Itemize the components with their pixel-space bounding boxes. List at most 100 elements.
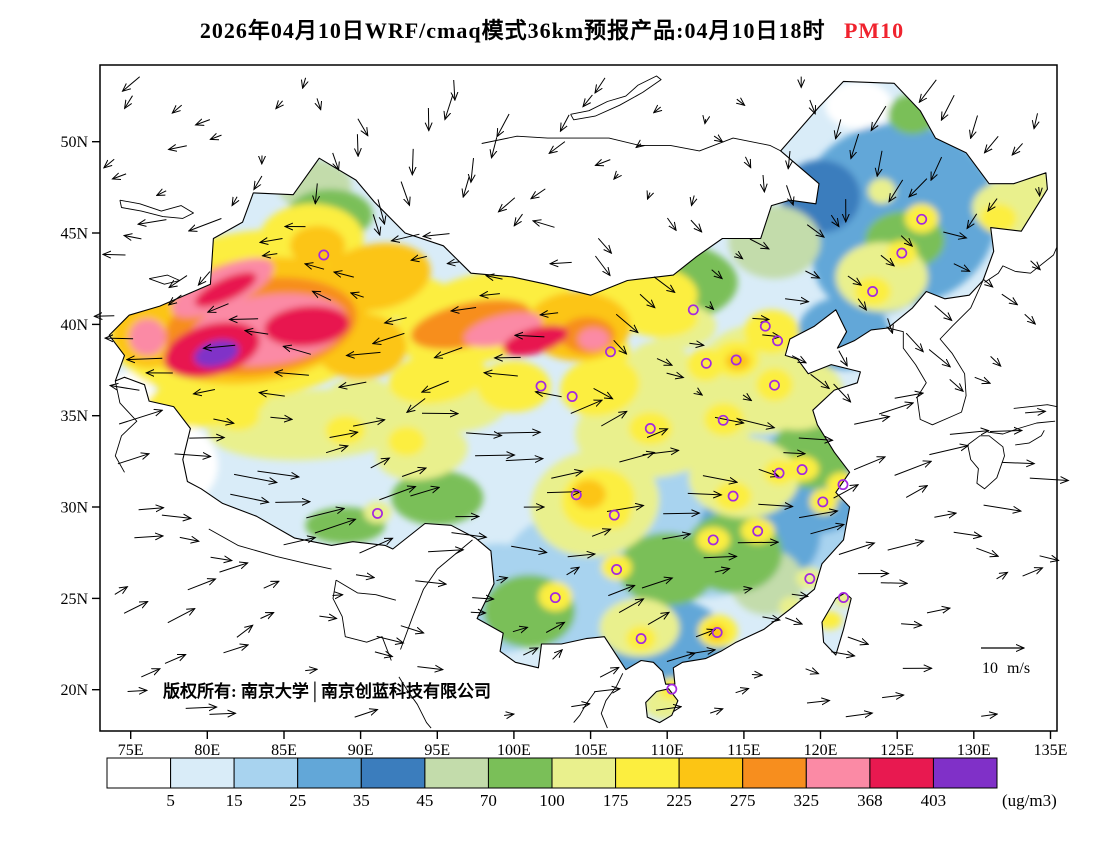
wind-vector (169, 275, 188, 288)
wind-vector (400, 181, 409, 206)
wind-vector (666, 217, 676, 230)
wind-vector (833, 485, 859, 499)
wind-vector (263, 581, 279, 589)
wind-vector (204, 345, 236, 348)
pm10-contour-blob (625, 340, 694, 400)
pm10-contour-blob (129, 318, 166, 356)
wind-vector (379, 487, 415, 501)
wind-vector (847, 636, 869, 644)
wind-vector (495, 357, 521, 358)
wind-vector (353, 420, 385, 427)
wind-vector (422, 380, 449, 392)
colorbar-segment (932, 757, 998, 789)
wind-vector (687, 493, 722, 495)
pm10-contour-blob (325, 415, 366, 445)
wind-vector (306, 508, 344, 519)
wind-vector (445, 94, 454, 120)
issyk-kul-outline (148, 274, 181, 285)
city-station-marker (570, 489, 582, 501)
wind-vector (263, 254, 278, 256)
pm10-contour-blob (696, 527, 731, 553)
lat-tick-label: 25N (60, 591, 88, 608)
colorbar-tick-label: 403 (921, 791, 947, 810)
wind-vector (376, 635, 404, 643)
wind-vector (810, 373, 830, 388)
wind-vector (189, 438, 224, 439)
wind-vector (613, 339, 627, 354)
wind-vector (571, 704, 589, 707)
wind-vector (234, 473, 277, 482)
lake-balkhash-outline (119, 199, 194, 219)
wind-vector (854, 417, 889, 425)
city-station-marker (717, 414, 729, 426)
wind-vector (357, 134, 358, 156)
wind-vector (551, 471, 582, 479)
wind-vector (928, 349, 950, 367)
wind-vector (540, 313, 559, 315)
colorbar-tick-label: 368 (857, 791, 883, 810)
wind-vector (164, 655, 186, 664)
wind-vector (167, 609, 195, 624)
wind-vector (597, 237, 611, 253)
india-myanmar-border (400, 539, 473, 650)
wind-vector (125, 95, 133, 109)
wind-vector (303, 77, 306, 88)
wind-vector (536, 392, 562, 398)
pm10-contour-blob (391, 470, 484, 526)
colorbar-segment (297, 757, 362, 789)
wind-vector (351, 293, 364, 297)
wind-vector (847, 275, 861, 285)
wind-vector (836, 119, 841, 138)
vietnam-coastline (600, 673, 624, 729)
wind-vector (967, 213, 978, 229)
wind-vector (710, 709, 723, 713)
pm10-contour-blob (904, 203, 939, 233)
wind-vector (976, 547, 998, 556)
wind-vector (595, 77, 606, 93)
wind-vector (926, 608, 950, 613)
kashmir-border (114, 380, 138, 473)
colorbar-segment (742, 757, 807, 789)
wind-vector (831, 652, 854, 656)
wind-vector (319, 616, 336, 618)
wind-vector (270, 417, 292, 419)
wind-vector (934, 305, 952, 321)
city-station-marker (566, 391, 578, 402)
wind-vector (315, 183, 317, 203)
wind-vector (887, 541, 924, 551)
colorbar-tick-label: 70 (480, 791, 497, 810)
pm10-contour-blob (825, 81, 893, 129)
wind-vector (110, 386, 140, 391)
wind-vector (428, 550, 463, 552)
wind-vector (880, 583, 907, 584)
wind-vector (785, 617, 802, 625)
colorbar-segment (360, 757, 426, 789)
wind-vector (385, 317, 407, 323)
wind-vector (497, 113, 510, 137)
wind-vector (791, 355, 806, 363)
lat-tick-label: 30N (60, 500, 88, 517)
wind-vector (648, 193, 651, 200)
city-station-marker (644, 423, 656, 434)
wind-vector (259, 393, 285, 397)
wind-vector (838, 350, 847, 366)
lon-tick-label: 100E (497, 742, 531, 759)
wind-vector (786, 185, 794, 205)
city-station-marker (635, 633, 647, 645)
wind-vector (339, 381, 367, 387)
kyushu-coastline (967, 435, 1005, 490)
wind-vector (415, 581, 446, 584)
lon-tick-label: 135E (1034, 742, 1068, 759)
wind-vector (515, 335, 545, 337)
wind-vector (94, 316, 115, 317)
wind-vector (454, 79, 455, 100)
wind-vector (329, 432, 358, 438)
wind-vector (646, 429, 668, 438)
wind-vector (830, 214, 839, 227)
pm10-contour-blob (477, 360, 551, 413)
honshu-north-coastline (1013, 404, 1057, 409)
wind-vector (689, 650, 715, 654)
wind-vector (758, 504, 792, 506)
wind-vector (210, 557, 232, 560)
wind-vector (230, 493, 268, 502)
